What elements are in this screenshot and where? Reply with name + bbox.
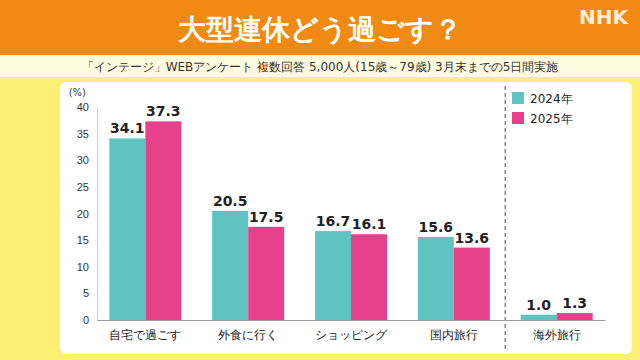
- legend-swatch: [512, 112, 524, 124]
- y-tick-label: 10: [77, 261, 89, 273]
- y-axis: 0 5 10 15 20 25 30 35 40: [77, 101, 98, 326]
- x-axis: 自宅で過ごす 外食に行く ショッピング 国内旅行 海外旅行: [98, 320, 606, 342]
- legend-label: 2025年: [530, 112, 573, 126]
- x-tick-label: 海外旅行: [533, 328, 581, 342]
- x-tick-label: 自宅で過ごす: [109, 328, 181, 342]
- x-tick: 海外旅行: [533, 320, 581, 342]
- data-label: 1.3: [562, 295, 587, 311]
- y-tick-label: 25: [77, 181, 89, 193]
- bar: [212, 211, 248, 320]
- data-label: 15.6: [419, 219, 454, 235]
- x-axis-line: [98, 320, 606, 321]
- x-tick-label: 外食に行く: [218, 328, 278, 342]
- legend-label: 2024年: [530, 92, 573, 106]
- bar-series: [145, 121, 592, 320]
- source-logo: NHK: [579, 5, 629, 29]
- y-tick: 10: [77, 261, 97, 273]
- x-tick-label: 国内旅行: [430, 328, 478, 342]
- x-tick: 外食に行く: [218, 320, 278, 342]
- y-tick: 25: [77, 181, 97, 193]
- y-tick: 15: [77, 234, 97, 246]
- subtitle-band: [0, 55, 640, 77]
- x-tick: 自宅で過ごす: [109, 320, 181, 342]
- y-tick-label: 35: [77, 128, 89, 140]
- y-axis-line: [97, 108, 98, 321]
- bar: [315, 231, 351, 320]
- data-label: 20.5: [213, 193, 248, 209]
- data-label: 1.0: [526, 297, 551, 313]
- bar: [418, 237, 454, 320]
- data-label: 34.1: [110, 120, 145, 136]
- data-label: 16.7: [316, 213, 351, 229]
- plot-panel: [60, 82, 632, 354]
- y-tick: 0: [83, 314, 97, 326]
- data-label: 13.6: [455, 230, 490, 246]
- data-label: 37.3: [146, 103, 181, 119]
- bar: [521, 315, 557, 320]
- bar: [248, 227, 284, 320]
- y-tick: 30: [77, 154, 97, 166]
- separator: [505, 86, 507, 350]
- y-axis-label: (%): [69, 87, 86, 98]
- bars: [109, 121, 592, 320]
- x-tick: ショッピング: [315, 320, 388, 342]
- y-tick-label: 0: [83, 314, 89, 326]
- y-tick: 20: [77, 208, 97, 220]
- bar: [454, 248, 490, 320]
- title-banner: [0, 0, 640, 55]
- data-label: 16.1: [352, 216, 387, 232]
- bar: [145, 121, 181, 320]
- y-tick: 5: [83, 287, 97, 299]
- bar: [351, 234, 387, 320]
- y-tick-label: 40: [77, 101, 89, 113]
- legend-swatch: [512, 92, 524, 104]
- y-tick-label: 15: [77, 234, 89, 246]
- y-tick-label: 30: [77, 154, 89, 166]
- data-label: 17.5: [249, 209, 284, 225]
- x-tick-label: ショッピング: [315, 328, 388, 342]
- background: [0, 0, 640, 360]
- chart-subtitle: 「インテージ」WEBアンケート 複数回答 5,000人(15歳～79歳) 3月末…: [82, 60, 559, 74]
- legend-item: 2024年: [512, 92, 573, 106]
- data-labels: 34.1 20.5 16.7 15.6 1.0 37.3 17.5 16.1 13.6 1.3: [110, 103, 587, 312]
- legend: 2024年 2025年: [512, 92, 573, 126]
- chart-title: 大型連休どう過ごす？: [178, 13, 462, 46]
- x-tick: 国内旅行: [430, 320, 478, 342]
- y-tick: 35: [77, 128, 97, 140]
- y-tick-label: 5: [83, 287, 89, 299]
- legend-item: 2025年: [512, 112, 573, 126]
- y-tick: 40: [77, 101, 97, 113]
- bar: [557, 313, 593, 320]
- bar: [109, 138, 145, 320]
- chart-root: 大型連休どう過ごす？ 「インテージ」WEBアンケート 複数回答 5,000人(15…: [0, 0, 640, 360]
- y-tick-label: 20: [77, 208, 89, 220]
